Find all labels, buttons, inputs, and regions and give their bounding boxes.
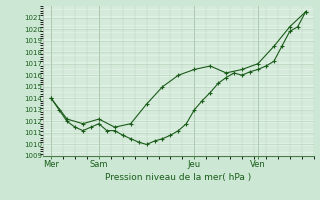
X-axis label: Pression niveau de la mer( hPa ): Pression niveau de la mer( hPa ) <box>105 173 252 182</box>
